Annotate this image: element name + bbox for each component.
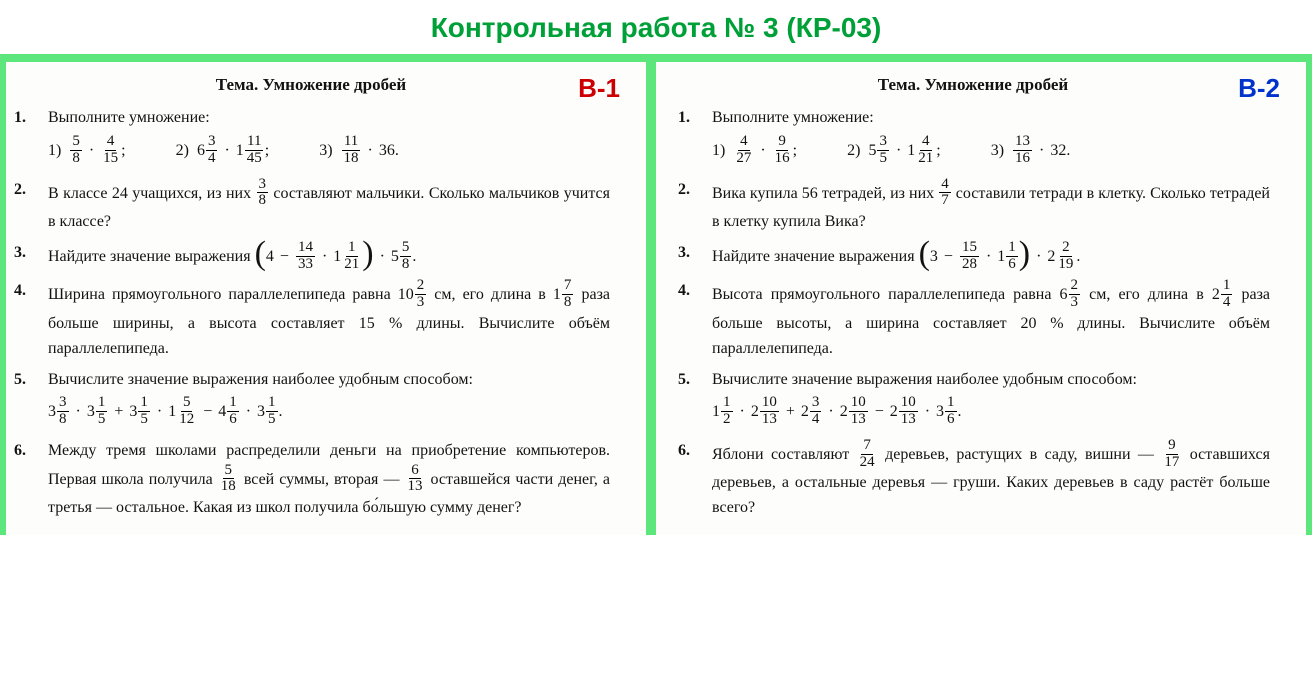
- variant-badge-1: В-1: [578, 68, 620, 108]
- task-number: 4.: [12, 279, 48, 361]
- task-number: 3.: [676, 241, 712, 274]
- item-1c: 3) 1316 · 32.: [991, 135, 1071, 168]
- variant-1-column: В-1 Тема. Умножение дробей 1. Выполните …: [0, 62, 656, 535]
- task-body: Вика купила 56 тетрадей, из них 47 соста…: [712, 178, 1270, 235]
- task-body: Между тремя школами распределили деньги …: [48, 439, 610, 521]
- task-number: 3.: [12, 241, 48, 274]
- theme-v1: Тема. Умножение дробей: [12, 72, 610, 98]
- task-number: 1.: [676, 106, 712, 171]
- task-number: 2.: [676, 178, 712, 235]
- task-number: 2.: [12, 178, 48, 235]
- page-header: Контрольная работа № 3 (КР-03): [0, 0, 1312, 54]
- task-body: Найдите значение выражения (4 − 1433 · 1…: [48, 241, 610, 274]
- item-1b: 2) 634 · 11145;: [176, 135, 270, 168]
- task-prompt: Выполните умножение:: [48, 109, 210, 126]
- expr-5: 338 · 315 + 315 · 1512 − 416 · 315.: [48, 396, 610, 429]
- paren-open-icon: (: [919, 244, 930, 264]
- item-1a: 1) 58 · 415;: [48, 135, 126, 168]
- variant-2-column: В-2 Тема. Умножение дробей 1. Выполните …: [656, 62, 1312, 535]
- task-number: 5.: [676, 368, 712, 433]
- task-body: В классе 24 учащихся, из них 38 составля…: [48, 178, 610, 235]
- task-body: Яблони составляют 724 деревьев, растущих…: [712, 439, 1270, 521]
- task-v2-5: 5. Вычислите значение выражения наиболее…: [676, 368, 1270, 433]
- theme-v2: Тема. Умножение дробей: [676, 72, 1270, 98]
- task-body: Высота прямоугольного параллелепипеда ра…: [712, 279, 1270, 361]
- task-v1-6: 6. Между тремя школами распределили день…: [12, 439, 610, 521]
- task-v2-3: 3. Найдите значение выражения (3 − 1528 …: [676, 241, 1270, 274]
- task-v2-6: 6. Яблони составляют 724 деревьев, расту…: [676, 439, 1270, 521]
- paren-close-icon: ): [1019, 244, 1030, 264]
- task-body: Вычислите значение выражения наиболее уд…: [712, 368, 1270, 433]
- task-v2-4: 4. Высота прямоугольного параллелепипеда…: [676, 279, 1270, 361]
- item-1b: 2) 535 · 1421;: [847, 135, 941, 168]
- task-number: 4.: [676, 279, 712, 361]
- page-title: Контрольная работа № 3 (КР-03): [431, 12, 882, 43]
- expr-5: 112 · 21013 + 234 · 21013 − 21013 · 316.: [712, 396, 1270, 429]
- task-body: Ширина прямоугольного параллелепипеда ра…: [48, 279, 610, 361]
- task-number: 1.: [12, 106, 48, 171]
- task-body: Найдите значение выражения (3 − 1528 · 1…: [712, 241, 1270, 274]
- task-number: 6.: [12, 439, 48, 521]
- task-number: 6.: [676, 439, 712, 521]
- item-1c: 3) 1118 · 36.: [319, 135, 399, 168]
- task-1-items: 1) 58 · 415; 2) 634 · 11145; 3) 1118: [48, 135, 610, 168]
- paren-open-icon: (: [255, 244, 266, 264]
- task-v1-2: 2. В классе 24 учащихся, из них 38 соста…: [12, 178, 610, 235]
- worksheet-columns: В-1 Тема. Умножение дробей 1. Выполните …: [0, 54, 1312, 535]
- task-v2-2: 2. Вика купила 56 тетрадей, из них 47 со…: [676, 178, 1270, 235]
- task-v1-3: 3. Найдите значение выражения (4 − 1433 …: [12, 241, 610, 274]
- task-prompt: Выполните умножение:: [712, 109, 874, 126]
- task-body: Выполните умножение: 1) 427 · 916; 2) 53…: [712, 106, 1270, 171]
- task-body: Вычислите значение выражения наиболее уд…: [48, 368, 610, 433]
- task-v2-1: 1. Выполните умножение: 1) 427 · 916; 2)…: [676, 106, 1270, 171]
- item-1a: 1) 427 · 916;: [712, 135, 797, 168]
- task-v1-4: 4. Ширина прямоугольного параллелепипеда…: [12, 279, 610, 361]
- variant-badge-2: В-2: [1238, 68, 1280, 108]
- task-v1-1: 1. Выполните умножение: 1) 58 · 415; 2) …: [12, 106, 610, 171]
- task-body: Выполните умножение: 1) 58 · 415; 2) 634…: [48, 106, 610, 171]
- task-1-items: 1) 427 · 916; 2) 535 · 1421; 3) 1316: [712, 135, 1270, 168]
- task-v1-5: 5. Вычислите значение выражения наиболее…: [12, 368, 610, 433]
- task-number: 5.: [12, 368, 48, 433]
- paren-close-icon: ): [362, 244, 373, 264]
